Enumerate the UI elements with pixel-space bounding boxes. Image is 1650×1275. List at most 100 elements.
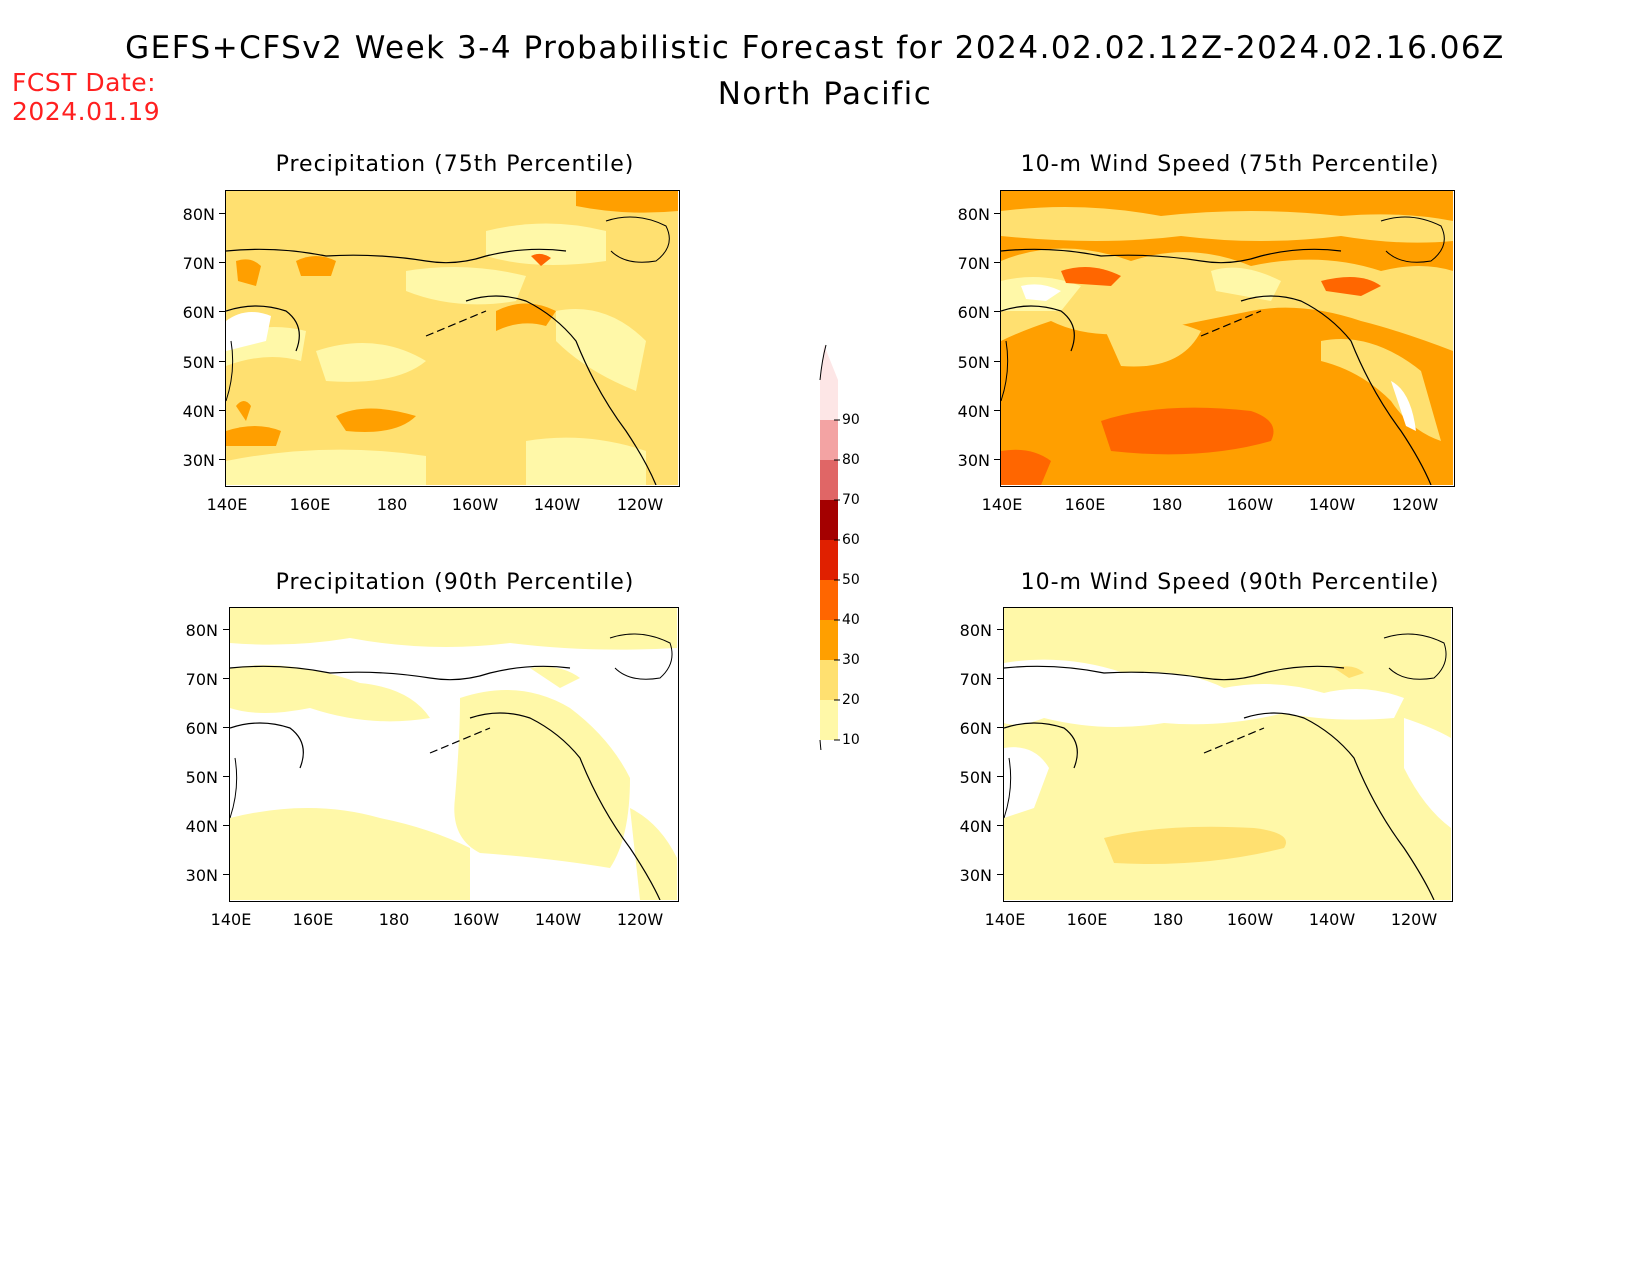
tick [997,825,1003,826]
tick [994,361,1000,362]
lat-label-70n: 70N [959,670,992,689]
lon-label-160e: 160E [292,910,334,929]
tick [219,213,225,214]
colorbar-segment [820,500,838,540]
colorbar-segment [820,460,838,500]
tick [997,727,1003,728]
lat-label-40n: 40N [959,817,992,836]
lon-label-160e: 160E [289,495,331,514]
wind-90-map [1003,607,1453,902]
lon-label-160w: 160W [451,495,499,514]
precip-75-map [225,190,680,487]
lon-label-180: 180 [1151,495,1183,514]
tick [219,410,225,411]
lon-label-140w: 140W [533,495,581,514]
tick [223,629,229,630]
lat-label-30n: 30N [185,866,218,885]
lat-label-50n: 50N [959,768,992,787]
tick [219,361,225,362]
tick [223,874,229,875]
tick [997,629,1003,630]
tick [219,459,225,460]
lon-label-180: 180 [378,910,410,929]
panel-title: Precipitation (75th Percentile) [275,152,635,177]
tick [994,459,1000,460]
region-subtitle: North Pacific [717,76,933,112]
forecast-date-label: FCST Date: [12,68,157,97]
lat-label-70n: 70N [185,670,218,689]
tick [219,262,225,263]
panel-title: Precipitation (90th Percentile) [275,570,635,595]
lon-label-160e: 160E [1066,910,1108,929]
lat-label-70n: 70N [182,254,215,273]
lon-label-180: 180 [376,495,408,514]
lon-label-160w: 160W [452,910,500,929]
lat-label-30n: 30N [959,866,992,885]
colorbar-label: 50 [842,572,860,588]
colorbar-label: 90 [842,412,860,428]
lat-label-80n: 80N [185,621,218,640]
tick [997,776,1003,777]
lon-label-120w: 120W [616,495,664,514]
lat-label-60n: 60N [959,719,992,738]
colorbar-legend: 90 80 70 60 50 40 30 20 10 [800,330,860,781]
wind-75-map [1000,190,1455,487]
colorbar-segment [820,420,838,460]
lat-label-60n: 60N [185,719,218,738]
colorbar-svg: 90 80 70 60 50 40 30 20 10 [819,344,860,781]
lon-label-140e: 140E [210,910,252,929]
forecast-date-value: 2024.01.19 [12,97,161,126]
lon-label-140w: 140W [1308,910,1356,929]
lon-label-140e: 140E [206,495,248,514]
colorbar-cap-bottom [819,739,827,781]
lat-label-50n: 50N [182,353,215,372]
colorbar-label: 80 [842,452,860,468]
colorbar-segment [820,540,838,580]
colorbar-label: 20 [842,692,860,708]
lat-label-60n: 60N [957,303,990,322]
tick [994,410,1000,411]
lon-label-140w: 140W [534,910,582,929]
lat-label-80n: 80N [182,205,215,224]
lat-label-40n: 40N [957,402,990,421]
lat-label-40n: 40N [185,817,218,836]
lon-label-180: 180 [1152,910,1184,929]
tick [994,311,1000,312]
main-title: GEFS+CFSv2 Week 3-4 Probabilistic Foreca… [125,30,1505,66]
colorbar-label: 60 [842,532,860,548]
lat-label-80n: 80N [957,205,990,224]
colorbar-segment [820,580,838,620]
precip-90-map [229,607,679,902]
colorbar-label: 30 [842,652,860,668]
colorbar-label: 40 [842,612,860,628]
tick [223,727,229,728]
lon-label-120w: 120W [1390,910,1438,929]
lat-label-80n: 80N [959,621,992,640]
colorbar-cap-outline [819,344,827,381]
panel-title: 10-m Wind Speed (75th Percentile) [1020,152,1440,177]
colorbar-segment [820,380,838,420]
colorbar-label: 70 [842,492,860,508]
lat-label-40n: 40N [182,402,215,421]
tick [223,678,229,679]
lat-label-70n: 70N [957,254,990,273]
lat-label-30n: 30N [957,451,990,470]
colorbar-cap-top [820,345,838,380]
lat-label-30n: 30N [182,451,215,470]
lon-label-140e: 140E [984,910,1026,929]
colorbar-segment [820,700,838,740]
lon-label-120w: 120W [1391,495,1439,514]
colorbar-label: 10 [842,732,860,748]
colorbar-segment [820,660,838,700]
panel-title: 10-m Wind Speed (90th Percentile) [1020,570,1440,595]
tick [997,874,1003,875]
colorbar-segment [820,620,838,660]
lon-label-160e: 160E [1064,495,1106,514]
lon-label-140e: 140E [981,495,1023,514]
lat-label-50n: 50N [185,768,218,787]
tick [994,213,1000,214]
lon-label-140w: 140W [1308,495,1356,514]
tick [994,262,1000,263]
lat-label-50n: 50N [957,353,990,372]
lon-label-160w: 160W [1226,910,1274,929]
